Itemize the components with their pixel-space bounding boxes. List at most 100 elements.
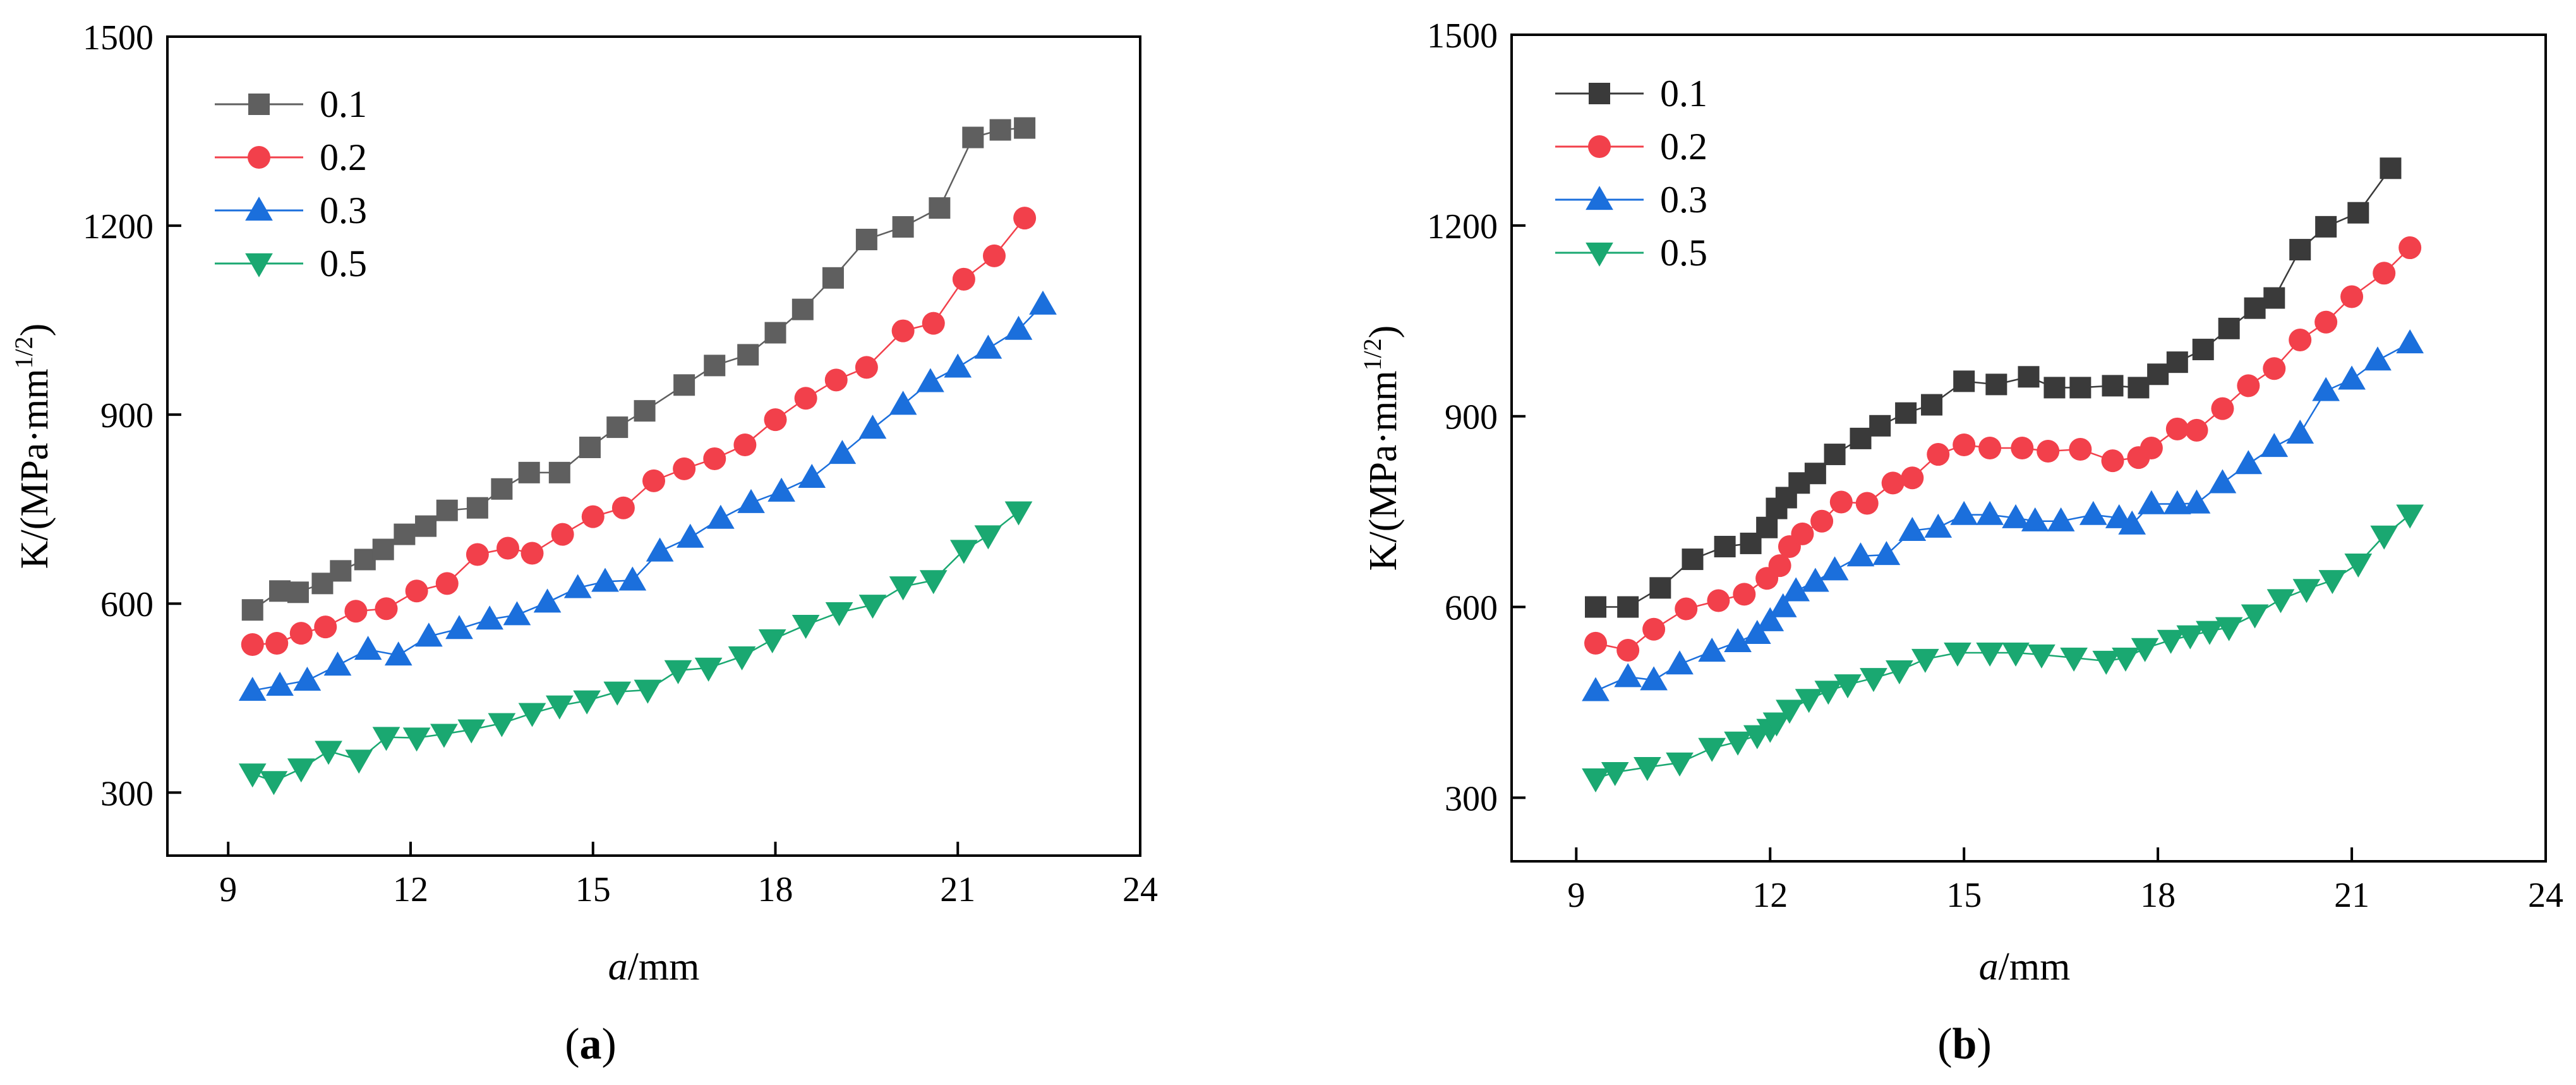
data-point-0.5 (457, 719, 486, 744)
data-point-0.5 (889, 576, 917, 601)
data-point-0.3 (889, 391, 917, 415)
legend-marker-0.5 (245, 253, 273, 277)
data-point-0.1 (1921, 394, 1943, 416)
data-point-0.2 (1901, 466, 1924, 490)
data-point-0.3 (1769, 593, 1797, 617)
y-tick-label: 1200 (1427, 207, 1498, 246)
data-point-0.3 (2182, 489, 2211, 514)
data-point-0.2 (922, 312, 945, 335)
legend-marker-0.2 (1588, 135, 1611, 158)
data-point-0.1 (518, 461, 540, 483)
data-point-0.3 (858, 415, 887, 439)
data-point-0.1 (1014, 117, 1036, 139)
legend-label: 0.5 (320, 243, 367, 284)
data-point-0.3 (1872, 541, 1901, 566)
data-point-0.3 (917, 368, 944, 392)
legend-marker-0.1 (1589, 83, 1610, 104)
data-point-0.5 (345, 749, 373, 774)
data-point-0.1 (2147, 363, 2169, 385)
legend: 0.1 0.2 0.3 0.5 (215, 83, 367, 284)
data-point-0.3 (503, 601, 531, 626)
data-point-0.5 (488, 713, 516, 737)
data-point-0.5 (825, 602, 853, 627)
data-point-0.3 (646, 537, 674, 562)
legend: 0.1 0.2 0.3 0.5 (1555, 73, 1707, 274)
data-point-0.1 (962, 126, 984, 149)
data-point-0.5 (1666, 752, 1694, 777)
data-point-0.1 (2289, 239, 2311, 261)
data-point-0.5 (634, 679, 662, 704)
data-point-0.2 (2263, 357, 2286, 380)
data-point-0.2 (344, 600, 368, 623)
y-tick-label: 900 (100, 396, 153, 435)
data-point-0.3 (1802, 567, 1829, 592)
legend-label: 0.1 (320, 83, 367, 125)
data-point-0.5 (1724, 731, 1752, 756)
data-point-0.2 (1810, 509, 1834, 533)
data-point-0.1 (372, 538, 394, 561)
y-tick-label: 1200 (83, 207, 153, 246)
panel-label-b: (b) (1937, 1020, 1992, 1069)
data-point-0.2 (2011, 437, 2034, 459)
data-point-0.3 (1846, 542, 1875, 567)
data-point-0.5 (603, 681, 632, 706)
legend-marker-0.1 (248, 94, 270, 115)
data-point-0.3 (2260, 433, 2289, 458)
data-point-0.2 (642, 469, 665, 492)
data-point-0.5 (1776, 700, 1803, 724)
data-point-0.1 (354, 549, 376, 571)
data-point-0.3 (2047, 507, 2075, 531)
data-point-0.1 (330, 560, 352, 582)
y-tick-label: 900 (1445, 398, 1498, 437)
data-point-0.2 (2314, 310, 2338, 334)
data-point-0.3 (1582, 677, 1610, 701)
data-point-0.1 (2018, 366, 2040, 388)
data-point-0.1 (287, 581, 309, 603)
data-point-0.2 (2140, 437, 2163, 459)
data-point-0.2 (891, 319, 915, 342)
data-point-0.2 (1791, 522, 1814, 545)
data-point-0.1 (241, 599, 263, 621)
data-point-0.5 (430, 724, 458, 748)
data-point-0.3 (2338, 365, 2366, 390)
data-point-0.3 (1821, 556, 1849, 581)
data-point-0.1 (892, 216, 914, 238)
data-point-0.1 (548, 461, 570, 483)
data-point-0.5 (858, 595, 887, 619)
legend-marker-0.3 (1586, 186, 1613, 210)
data-point-0.5 (1795, 689, 1823, 713)
data-point-0.5 (1601, 761, 1629, 786)
data-point-0.1 (2315, 215, 2337, 238)
y-tick-label: 1500 (83, 18, 153, 58)
data-point-0.1 (1869, 415, 1891, 437)
data-point-0.5 (1004, 501, 1033, 526)
data-point-0.5 (545, 695, 574, 720)
data-point-0.3 (2021, 507, 2049, 531)
data-point-0.2 (581, 505, 605, 528)
x-tick-label: 18 (758, 870, 793, 909)
data-point-0.1 (791, 298, 814, 320)
data-point-0.3 (563, 574, 592, 598)
x-tick-label: 12 (1752, 876, 1788, 915)
data-point-0.2 (1616, 638, 1640, 662)
data-point-0.3 (476, 605, 503, 630)
data-point-0.5 (372, 727, 400, 751)
data-point-0.5 (2344, 553, 2373, 578)
y-tick-label: 1500 (1427, 16, 1498, 56)
data-point-0.1 (1682, 549, 1704, 571)
data-point-0.3 (974, 334, 1002, 359)
data-point-0.1 (1714, 535, 1736, 557)
data-point-0.2 (1013, 207, 1037, 230)
legend-label: 0.2 (320, 136, 367, 178)
data-point-0.2 (952, 267, 975, 291)
data-point-0.5 (2292, 579, 2321, 603)
data-point-0.1 (2102, 375, 2124, 397)
data-point-0.2 (241, 633, 264, 657)
data-point-0.2 (2101, 449, 2124, 473)
y-tick-label: 600 (100, 585, 153, 624)
data-point-0.3 (238, 676, 267, 701)
data-point-0.1 (606, 416, 629, 439)
data-point-0.2 (703, 447, 726, 470)
data-point-0.5 (238, 763, 267, 788)
